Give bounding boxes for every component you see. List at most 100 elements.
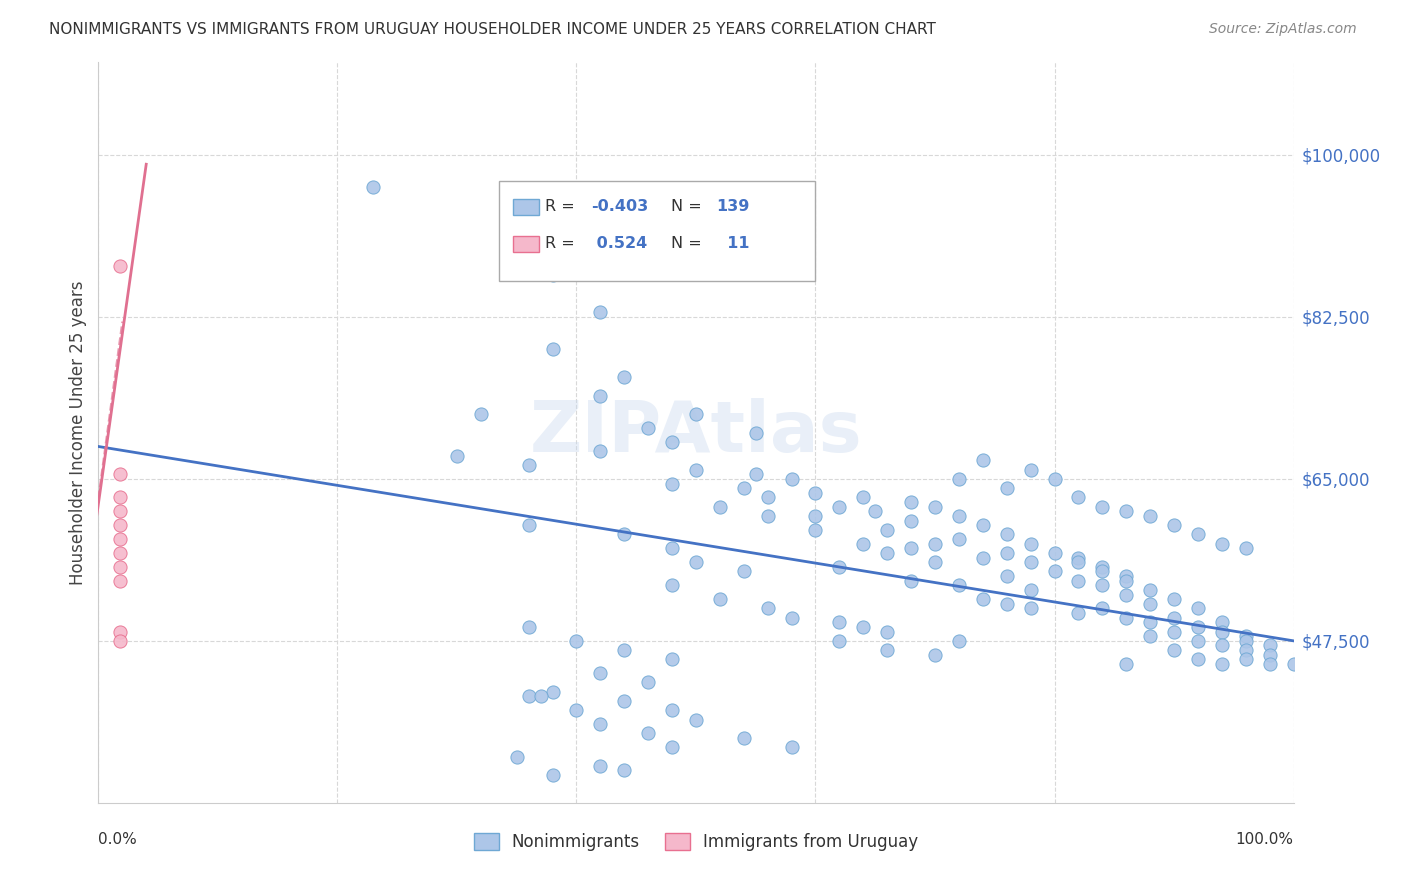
Point xyxy=(804,523,827,537)
Point xyxy=(1091,559,1114,574)
Point xyxy=(661,541,683,556)
Point xyxy=(541,685,564,699)
Point xyxy=(948,472,970,486)
Point xyxy=(1115,610,1137,624)
Point xyxy=(1019,601,1042,615)
Point xyxy=(995,481,1018,495)
Point xyxy=(1234,541,1257,556)
Point xyxy=(1139,582,1161,597)
Point xyxy=(1187,527,1209,541)
Point xyxy=(530,690,553,704)
Point xyxy=(828,500,851,514)
Point xyxy=(1234,643,1257,657)
Point xyxy=(1258,648,1281,662)
Point xyxy=(1187,652,1209,666)
Point xyxy=(1163,643,1185,657)
Point xyxy=(1091,565,1114,579)
Point xyxy=(685,713,707,727)
Point xyxy=(517,690,540,704)
Y-axis label: Householder Income Under 25 years: Householder Income Under 25 years xyxy=(69,280,87,585)
Point xyxy=(589,758,612,772)
Point xyxy=(852,620,875,634)
Point xyxy=(804,485,827,500)
Point xyxy=(637,726,659,740)
Point xyxy=(995,569,1018,583)
Point xyxy=(709,500,731,514)
Point xyxy=(1187,633,1209,648)
Point xyxy=(804,508,827,523)
Point xyxy=(745,425,768,440)
Point xyxy=(876,643,898,657)
Point xyxy=(995,527,1018,541)
Point xyxy=(1019,555,1042,569)
Point xyxy=(613,643,636,657)
Point xyxy=(852,491,875,505)
Point xyxy=(1163,624,1185,639)
Point xyxy=(108,504,131,518)
Point xyxy=(1115,504,1137,518)
Point xyxy=(1258,639,1281,653)
Point xyxy=(1139,508,1161,523)
Point xyxy=(756,601,779,615)
Point xyxy=(1211,536,1233,550)
Point xyxy=(637,675,659,690)
Point xyxy=(613,370,636,384)
Point xyxy=(1067,555,1090,569)
Point xyxy=(995,597,1018,611)
Point xyxy=(661,703,683,717)
Point xyxy=(589,388,612,402)
Point xyxy=(1067,491,1090,505)
Point xyxy=(541,768,564,782)
Point xyxy=(709,592,731,607)
Point xyxy=(1139,615,1161,630)
Text: NONIMMIGRANTS VS IMMIGRANTS FROM URUGUAY HOUSEHOLDER INCOME UNDER 25 YEARS CORRE: NONIMMIGRANTS VS IMMIGRANTS FROM URUGUAY… xyxy=(49,22,936,37)
Point xyxy=(1091,578,1114,592)
Point xyxy=(756,491,779,505)
Point xyxy=(1282,657,1305,671)
Point xyxy=(1019,582,1042,597)
Text: 11: 11 xyxy=(716,236,749,252)
Point xyxy=(1187,620,1209,634)
Point xyxy=(948,532,970,546)
Point xyxy=(637,421,659,435)
Point xyxy=(1043,546,1066,560)
Text: Source: ZipAtlas.com: Source: ZipAtlas.com xyxy=(1209,22,1357,37)
FancyBboxPatch shape xyxy=(513,199,540,215)
Point xyxy=(446,449,468,463)
Text: N =: N = xyxy=(671,236,707,252)
Point xyxy=(517,518,540,533)
Point xyxy=(900,495,922,509)
Point xyxy=(1234,633,1257,648)
Point xyxy=(865,504,887,518)
Point xyxy=(470,407,492,421)
Point xyxy=(589,444,612,458)
Text: R =: R = xyxy=(546,199,581,214)
Point xyxy=(565,703,588,717)
Point xyxy=(1258,657,1281,671)
Point xyxy=(1115,657,1137,671)
Point xyxy=(661,578,683,592)
Text: 0.524: 0.524 xyxy=(591,236,647,252)
Point xyxy=(108,532,131,546)
Point xyxy=(900,541,922,556)
Point xyxy=(1139,597,1161,611)
Point xyxy=(1211,615,1233,630)
Point xyxy=(1067,574,1090,588)
Point xyxy=(828,615,851,630)
Point xyxy=(900,514,922,528)
Point xyxy=(1139,629,1161,643)
Text: R =: R = xyxy=(546,236,581,252)
Point xyxy=(589,305,612,319)
Text: 139: 139 xyxy=(716,199,749,214)
FancyBboxPatch shape xyxy=(499,181,815,281)
Point xyxy=(972,550,994,565)
Point xyxy=(876,624,898,639)
Point xyxy=(852,536,875,550)
FancyBboxPatch shape xyxy=(513,235,540,252)
Point xyxy=(995,546,1018,560)
Point xyxy=(506,227,529,241)
Point xyxy=(685,462,707,476)
Point xyxy=(780,740,803,755)
Point xyxy=(661,740,683,755)
Point xyxy=(733,731,755,745)
